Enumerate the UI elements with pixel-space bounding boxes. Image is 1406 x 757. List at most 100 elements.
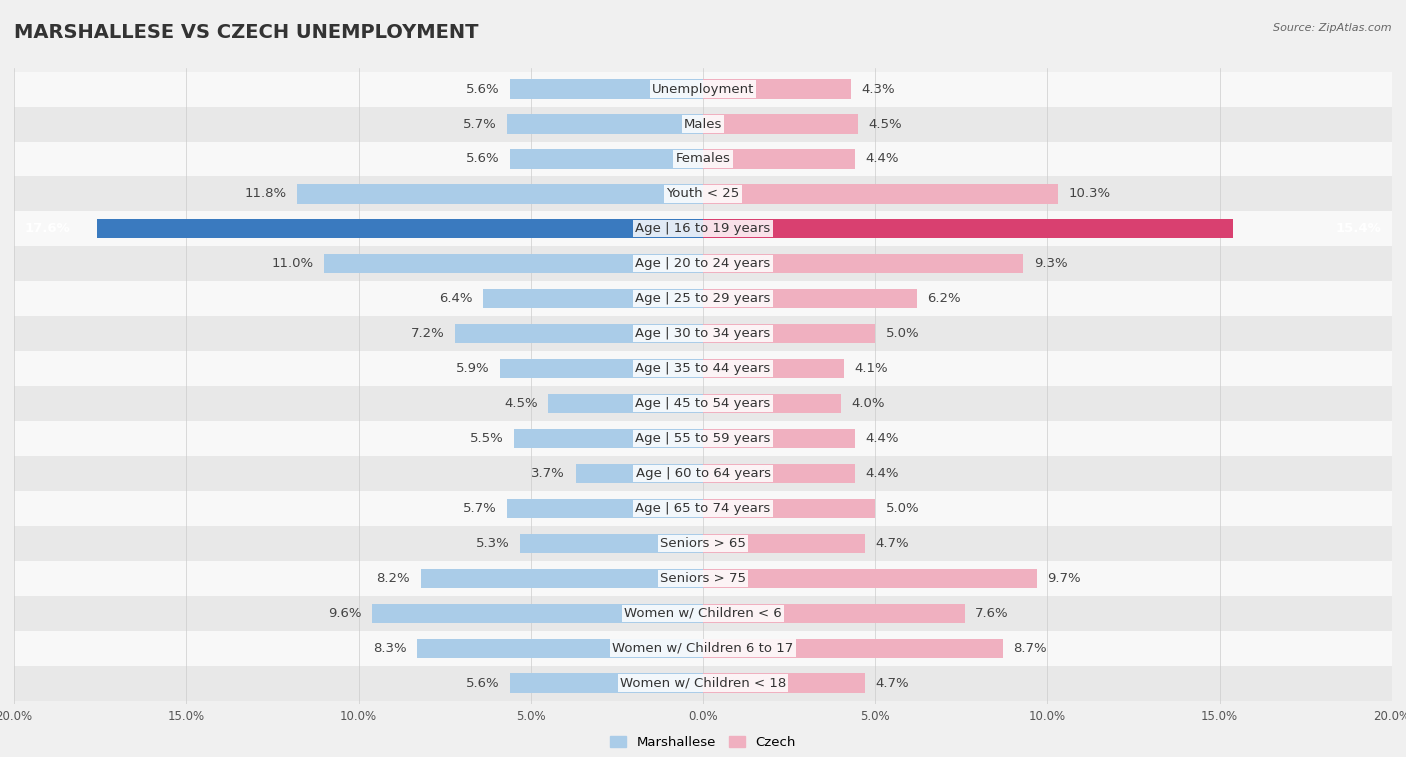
Text: 5.6%: 5.6%: [467, 152, 499, 166]
Bar: [14, 596, 1392, 631]
Text: 4.0%: 4.0%: [851, 397, 884, 410]
Text: 5.6%: 5.6%: [467, 83, 499, 95]
Bar: [506, 114, 703, 134]
Bar: [703, 184, 1057, 204]
Text: 7.2%: 7.2%: [411, 327, 444, 340]
Text: 4.5%: 4.5%: [503, 397, 537, 410]
Text: 15.4%: 15.4%: [1336, 223, 1382, 235]
Bar: [703, 220, 1233, 238]
Text: 6.2%: 6.2%: [927, 292, 960, 305]
Bar: [703, 324, 875, 343]
Text: Age | 30 to 34 years: Age | 30 to 34 years: [636, 327, 770, 340]
Text: 5.7%: 5.7%: [463, 117, 496, 130]
Text: Unemployment: Unemployment: [652, 83, 754, 95]
Text: Age | 55 to 59 years: Age | 55 to 59 years: [636, 432, 770, 445]
Bar: [14, 351, 1392, 386]
Bar: [510, 79, 703, 98]
Bar: [506, 499, 703, 518]
Bar: [97, 220, 703, 238]
Text: 5.7%: 5.7%: [463, 502, 496, 515]
Bar: [520, 534, 703, 553]
Text: Age | 65 to 74 years: Age | 65 to 74 years: [636, 502, 770, 515]
Text: 9.6%: 9.6%: [329, 606, 361, 620]
Text: Source: ZipAtlas.com: Source: ZipAtlas.com: [1274, 23, 1392, 33]
Bar: [14, 246, 1392, 282]
Text: Seniors > 75: Seniors > 75: [659, 572, 747, 584]
Text: Age | 45 to 54 years: Age | 45 to 54 years: [636, 397, 770, 410]
Text: 4.4%: 4.4%: [865, 432, 898, 445]
Text: 10.3%: 10.3%: [1069, 188, 1111, 201]
Text: 4.7%: 4.7%: [875, 677, 908, 690]
Text: 11.8%: 11.8%: [245, 188, 287, 201]
Text: 5.6%: 5.6%: [467, 677, 499, 690]
Bar: [482, 289, 703, 308]
Text: 4.7%: 4.7%: [875, 537, 908, 550]
Bar: [703, 359, 844, 378]
Text: Age | 60 to 64 years: Age | 60 to 64 years: [636, 467, 770, 480]
Text: Seniors > 65: Seniors > 65: [659, 537, 747, 550]
Bar: [14, 526, 1392, 561]
Text: Males: Males: [683, 117, 723, 130]
Bar: [510, 149, 703, 169]
Text: Females: Females: [675, 152, 731, 166]
Bar: [420, 569, 703, 588]
Text: 8.2%: 8.2%: [377, 572, 411, 584]
Bar: [14, 72, 1392, 107]
Bar: [703, 638, 1002, 658]
Bar: [14, 282, 1392, 316]
Text: 11.0%: 11.0%: [271, 257, 314, 270]
Bar: [703, 79, 851, 98]
Bar: [510, 674, 703, 693]
Bar: [703, 464, 855, 483]
Text: 5.9%: 5.9%: [456, 362, 489, 375]
Text: 6.4%: 6.4%: [439, 292, 472, 305]
Bar: [456, 324, 703, 343]
Text: 4.4%: 4.4%: [865, 467, 898, 480]
Bar: [703, 429, 855, 448]
Bar: [703, 289, 917, 308]
Text: 9.3%: 9.3%: [1033, 257, 1067, 270]
Bar: [418, 638, 703, 658]
Bar: [323, 254, 703, 273]
Text: Age | 35 to 44 years: Age | 35 to 44 years: [636, 362, 770, 375]
Text: Women w/ Children < 18: Women w/ Children < 18: [620, 677, 786, 690]
Bar: [14, 211, 1392, 246]
Bar: [703, 254, 1024, 273]
Text: 4.3%: 4.3%: [862, 83, 896, 95]
Bar: [14, 631, 1392, 665]
Bar: [14, 665, 1392, 700]
Bar: [14, 561, 1392, 596]
Text: MARSHALLESE VS CZECH UNEMPLOYMENT: MARSHALLESE VS CZECH UNEMPLOYMENT: [14, 23, 478, 42]
Text: 5.3%: 5.3%: [477, 537, 510, 550]
Bar: [703, 603, 965, 623]
Text: 4.1%: 4.1%: [855, 362, 889, 375]
Bar: [703, 394, 841, 413]
Bar: [297, 184, 703, 204]
Bar: [575, 464, 703, 483]
Text: 9.7%: 9.7%: [1047, 572, 1081, 584]
Text: 17.6%: 17.6%: [24, 223, 70, 235]
Bar: [14, 176, 1392, 211]
Text: Age | 25 to 29 years: Age | 25 to 29 years: [636, 292, 770, 305]
Text: 4.5%: 4.5%: [869, 117, 903, 130]
Text: 8.3%: 8.3%: [373, 642, 406, 655]
Bar: [14, 107, 1392, 142]
Bar: [499, 359, 703, 378]
Text: Youth < 25: Youth < 25: [666, 188, 740, 201]
Bar: [703, 499, 875, 518]
Text: 4.4%: 4.4%: [865, 152, 898, 166]
Text: 3.7%: 3.7%: [531, 467, 565, 480]
Text: 8.7%: 8.7%: [1012, 642, 1046, 655]
Bar: [373, 603, 703, 623]
Bar: [703, 114, 858, 134]
Bar: [14, 142, 1392, 176]
Bar: [14, 386, 1392, 421]
Bar: [14, 456, 1392, 491]
Bar: [703, 569, 1038, 588]
Bar: [703, 674, 865, 693]
Bar: [703, 534, 865, 553]
Bar: [513, 429, 703, 448]
Text: 5.5%: 5.5%: [470, 432, 503, 445]
Text: Age | 16 to 19 years: Age | 16 to 19 years: [636, 223, 770, 235]
Text: Women w/ Children < 6: Women w/ Children < 6: [624, 606, 782, 620]
